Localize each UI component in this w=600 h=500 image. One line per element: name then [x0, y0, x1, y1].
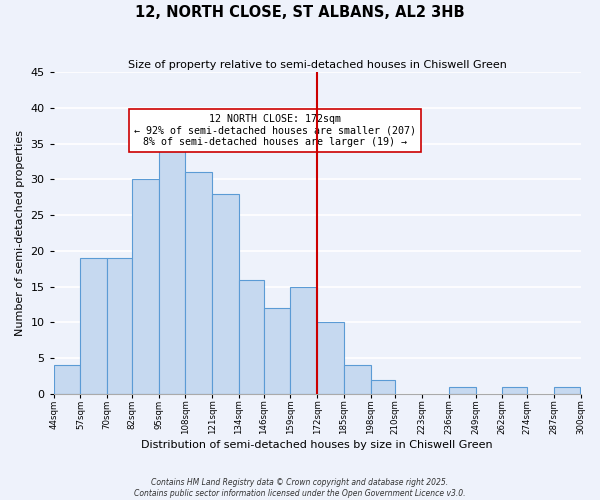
Bar [290, 286, 317, 394]
Title: Size of property relative to semi-detached houses in Chiswell Green: Size of property relative to semi-detach… [128, 60, 506, 70]
Bar [212, 194, 239, 394]
Bar [554, 387, 580, 394]
Bar [185, 172, 212, 394]
Text: 12, NORTH CLOSE, ST ALBANS, AL2 3HB: 12, NORTH CLOSE, ST ALBANS, AL2 3HB [135, 5, 465, 20]
Bar [371, 380, 395, 394]
Bar [132, 180, 158, 394]
Bar [54, 366, 80, 394]
Bar [158, 151, 185, 394]
Bar [449, 387, 476, 394]
Bar [263, 308, 290, 394]
Bar [107, 258, 132, 394]
Bar [80, 258, 107, 394]
Bar [344, 366, 371, 394]
Text: 12 NORTH CLOSE: 172sqm
← 92% of semi-detached houses are smaller (207)
8% of sem: 12 NORTH CLOSE: 172sqm ← 92% of semi-det… [134, 114, 416, 147]
Y-axis label: Number of semi-detached properties: Number of semi-detached properties [15, 130, 25, 336]
Bar [502, 387, 527, 394]
Bar [239, 280, 263, 394]
X-axis label: Distribution of semi-detached houses by size in Chiswell Green: Distribution of semi-detached houses by … [141, 440, 493, 450]
Bar [317, 322, 344, 394]
Text: Contains HM Land Registry data © Crown copyright and database right 2025.
Contai: Contains HM Land Registry data © Crown c… [134, 478, 466, 498]
